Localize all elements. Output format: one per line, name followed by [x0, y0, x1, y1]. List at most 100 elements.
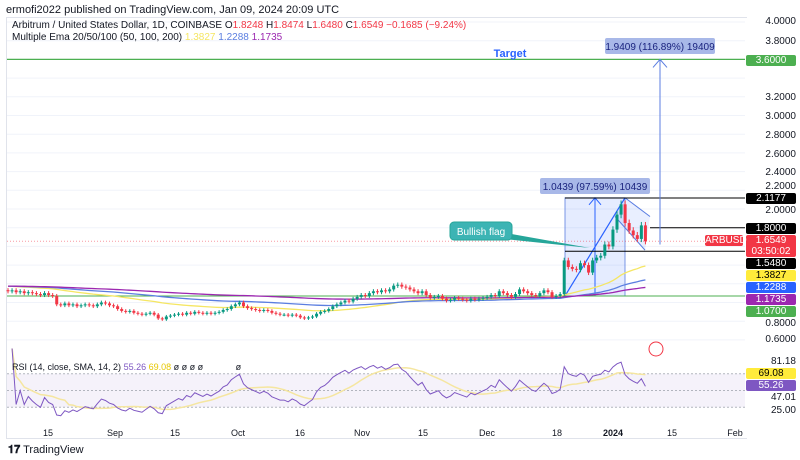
- candle-body: [319, 311, 323, 314]
- ema-legend[interactable]: Multiple Ema 20/50/100 (50, 100, 200) 1.…: [12, 32, 282, 43]
- candle-body: [469, 298, 473, 301]
- candle-body: [493, 295, 497, 297]
- callout-text: Bullish flag: [457, 227, 505, 238]
- open-label: O: [224, 20, 233, 31]
- candle-body: [363, 295, 367, 297]
- candle-body: [485, 296, 489, 298]
- candle-body: [152, 312, 156, 315]
- price-tag: 1.0700: [746, 306, 796, 317]
- candle-body: [477, 298, 481, 300]
- candle-body: [83, 304, 87, 306]
- high-value: 1.8474: [273, 20, 304, 31]
- candle-body: [254, 309, 258, 311]
- price-axis-label: 3.0000: [765, 111, 796, 122]
- candle-body: [587, 265, 591, 273]
- open-value: 1.8248: [232, 20, 264, 31]
- candle-body: [526, 291, 530, 294]
- candle-body: [615, 214, 619, 230]
- rsi-tag: 69.08: [746, 368, 796, 379]
- target-measure-box: [605, 38, 715, 54]
- ema200-value: 1.1735: [251, 32, 283, 43]
- flag-lower: [614, 216, 646, 251]
- candle-body: [225, 309, 229, 311]
- events-icon: [648, 341, 664, 357]
- target-label: Target: [494, 48, 527, 60]
- candle-body: [91, 305, 95, 307]
- callout-pointer: [495, 232, 590, 248]
- candle-body: [298, 315, 302, 318]
- candle-body: [282, 314, 286, 316]
- candle-body: [112, 305, 116, 307]
- time-axis-label: Nov: [353, 428, 371, 438]
- time-axis-label: Oct: [230, 428, 246, 438]
- candle-body: [241, 302, 245, 307]
- chart-frame[interactable]: [6, 17, 747, 439]
- change-value: −0.1685 (−9.24%): [386, 20, 467, 31]
- pole-line: [564, 197, 626, 297]
- candle-body: [6, 290, 10, 292]
- time-axis-label: 15: [169, 428, 181, 438]
- price-tag: 1.8000: [746, 223, 796, 234]
- candle-body: [396, 284, 400, 286]
- candle-body: [331, 306, 335, 310]
- candle-body: [217, 311, 221, 313]
- symbol-tag: ARBUSD: [705, 235, 747, 246]
- rsi-extra: ø ø ø ø: [173, 362, 204, 372]
- candle-body: [635, 235, 639, 239]
- candle-body: [327, 309, 331, 311]
- candle-body: [384, 290, 388, 292]
- candle-body: [481, 297, 485, 299]
- price-tag: 3.6000: [746, 55, 796, 66]
- candle-body: [274, 312, 278, 314]
- candle-body: [432, 296, 436, 298]
- candle-body: [168, 315, 172, 317]
- ema100-line: [7, 279, 646, 307]
- candle-body: [14, 290, 18, 293]
- time-axis-label: 2024: [602, 428, 624, 438]
- candle-body: [420, 291, 424, 294]
- publish-info: ermofi2022 published on TradingView.com,…: [6, 4, 340, 16]
- target-arrowhead: [652, 58, 668, 68]
- candle-body: [534, 295, 538, 297]
- candle-body: [278, 313, 282, 315]
- rsi-legend[interactable]: RSI (14, close, SMA, 14, 2) 55.26 69.08 …: [12, 362, 241, 372]
- candle-body: [51, 295, 55, 297]
- candle-body: [558, 294, 562, 296]
- price-axis-label: 2.0000: [765, 205, 796, 216]
- candle-body: [554, 295, 558, 297]
- candle-body: [55, 295, 59, 305]
- candle-body: [343, 300, 347, 303]
- candle-body: [213, 312, 217, 314]
- candle-body: [315, 313, 319, 317]
- candle-body: [619, 204, 623, 215]
- candle-body: [501, 291, 505, 294]
- candle-body: [79, 305, 83, 307]
- price-tag: 1.5480: [746, 258, 796, 269]
- candle-body: [570, 266, 574, 269]
- candle-body: [71, 304, 75, 306]
- candle-body: [290, 314, 294, 316]
- candle-body: [444, 298, 448, 301]
- candle-body: [335, 304, 339, 307]
- candle-body: [473, 298, 477, 300]
- candle-body: [530, 293, 534, 296]
- time-axis-label: 16: [294, 428, 306, 438]
- candle-body: [603, 244, 607, 256]
- rsi-axis-label: 47.01: [770, 392, 796, 403]
- candle-body: [164, 316, 168, 320]
- candle-body: [108, 303, 111, 306]
- candle-body: [574, 268, 578, 270]
- candle-body: [128, 310, 132, 312]
- price-tag: 2.1177: [746, 193, 796, 204]
- candle-body: [197, 311, 201, 313]
- candle-body: [266, 309, 270, 311]
- candle-body: [489, 295, 493, 297]
- candle-body: [538, 293, 542, 296]
- candle-body: [67, 303, 71, 306]
- candle-body: [262, 309, 266, 311]
- candle-body: [294, 314, 298, 316]
- price-axis-label: 2.2000: [765, 181, 796, 192]
- candle-body: [136, 312, 140, 314]
- time-axis-label: 15: [417, 428, 429, 438]
